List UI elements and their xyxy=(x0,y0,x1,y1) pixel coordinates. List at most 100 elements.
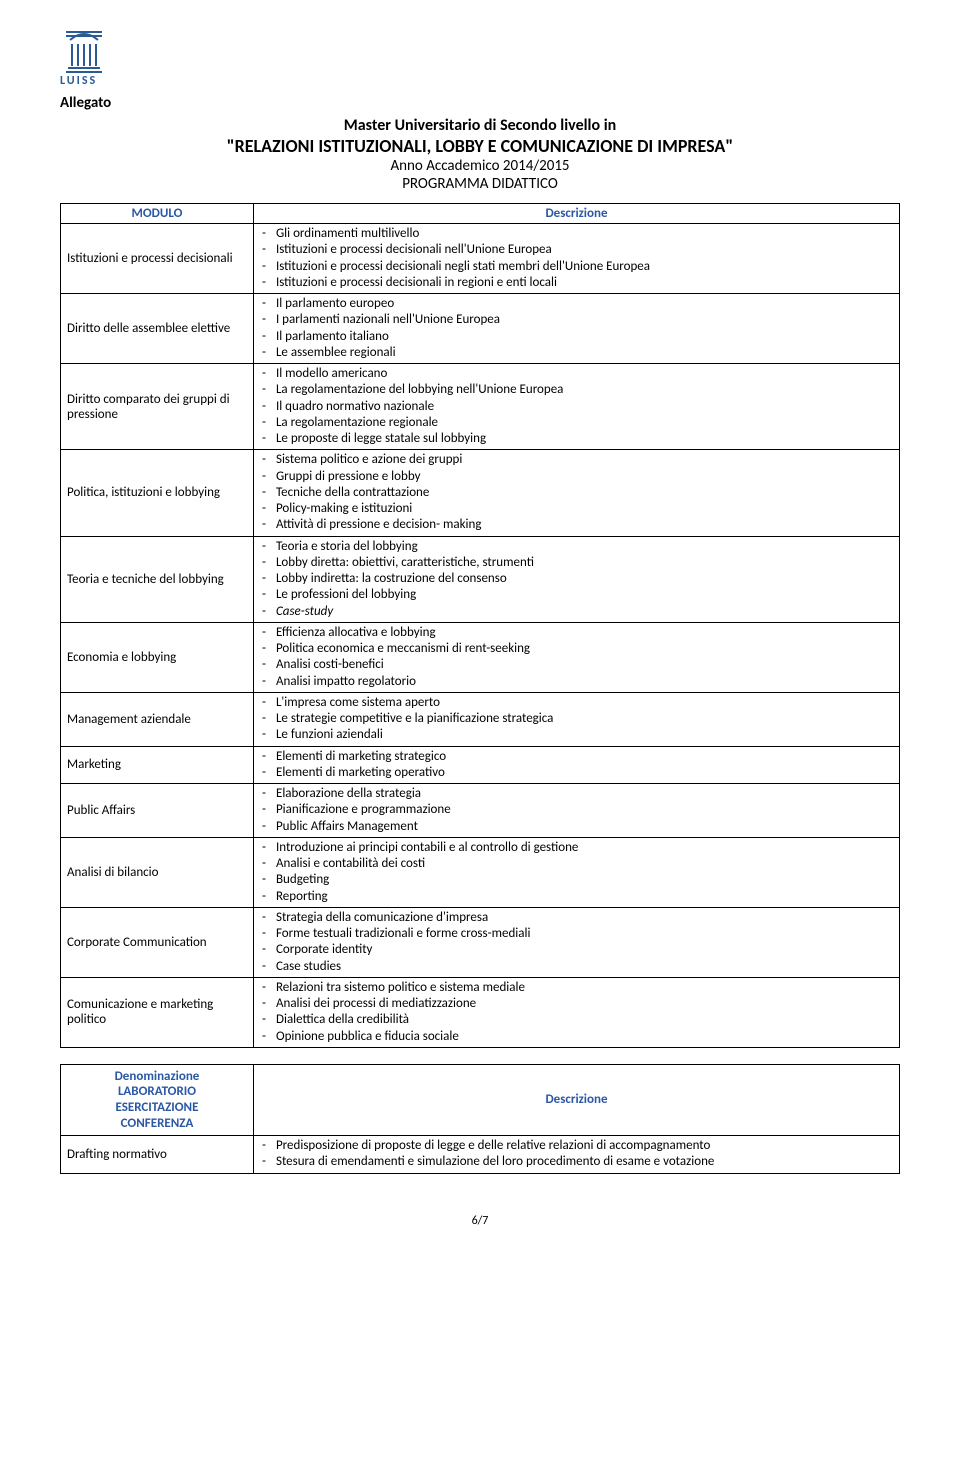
list-item-text: Predisposizione di proposte di legge e d… xyxy=(276,1138,710,1154)
dash-icon: - xyxy=(262,711,276,727)
list-item: -Il parlamento italiano xyxy=(262,329,893,345)
description-list: -Strategia della comunicazione d'impresa… xyxy=(260,910,893,975)
list-item: -Predisposizione di proposte di legge e … xyxy=(262,1138,893,1154)
col-lab: Denominazione LABORATORIO ESERCITAZIONE … xyxy=(61,1064,254,1135)
list-item-text: Policy-making e istituzioni xyxy=(276,501,412,517)
dash-icon: - xyxy=(262,1154,276,1170)
module-cell: Teoria e tecniche del lobbying xyxy=(61,536,254,622)
doc-title: Master Universitario di Secondo livello … xyxy=(60,116,900,193)
list-item: -Elaborazione della strategia xyxy=(262,786,893,802)
dash-icon: - xyxy=(262,329,276,345)
list-item-text: Gli ordinamenti multilivello xyxy=(276,226,419,242)
description-cell: -Strategia della comunicazione d'impresa… xyxy=(253,907,899,977)
list-item: -Le funzioni aziendali xyxy=(262,727,893,743)
list-item-text: Reporting xyxy=(276,889,328,905)
list-item-text: I parlamenti nazionali nell'Unione Europ… xyxy=(276,312,500,328)
list-item-text: Attività di pressione e decision- making xyxy=(276,517,482,533)
table-row: Diritto comparato dei gruppi di pression… xyxy=(61,364,900,450)
list-item-text: Strategia della comunicazione d'impresa xyxy=(276,910,488,926)
list-item: -Le professioni del lobbying xyxy=(262,587,893,603)
description-cell: -Teoria e storia del lobbying-Lobby dire… xyxy=(253,536,899,622)
table-row: Analisi di bilancio-Introduzione ai prin… xyxy=(61,837,900,907)
list-item-text: Analisi e contabilità dei costi xyxy=(276,856,425,872)
list-item: -Le assemblee regionali xyxy=(262,345,893,361)
list-item-text: Teoria e storia del lobbying xyxy=(276,539,418,555)
list-item: -Istituzioni e processi decisionali in r… xyxy=(262,275,893,291)
list-item: -Il parlamento europeo xyxy=(262,296,893,312)
list-item-text: Introduzione ai principi contabili e al … xyxy=(276,840,578,856)
list-item-text: La regolamentazione regionale xyxy=(276,415,438,431)
list-item: -Il quadro normativo nazionale xyxy=(262,399,893,415)
list-item-text: Opinione pubblica e fiducia sociale xyxy=(276,1029,459,1045)
list-item: -Stesura di emendamenti e simulazione de… xyxy=(262,1154,893,1170)
dash-icon: - xyxy=(262,674,276,690)
section-label: Allegato xyxy=(60,94,900,112)
list-item: -Elementi di marketing strategico xyxy=(262,749,893,765)
dash-icon: - xyxy=(262,604,276,620)
list-item: -Analisi impatto regolatorio xyxy=(262,674,893,690)
col-modulo: MODULO xyxy=(61,204,254,224)
table-row: Comunicazione e marketing politico-Relaz… xyxy=(61,977,900,1047)
dash-icon: - xyxy=(262,382,276,398)
dash-icon: - xyxy=(262,296,276,312)
dash-icon: - xyxy=(262,501,276,517)
dash-icon: - xyxy=(262,872,276,888)
table-header-row: Denominazione LABORATORIO ESERCITAZIONE … xyxy=(61,1064,900,1135)
title-line-4: PROGRAMMA DIDATTICO xyxy=(60,175,900,193)
list-item: -Public Affairs Management xyxy=(262,819,893,835)
document-page: LUISS Allegato Master Universitario di S… xyxy=(0,0,960,1258)
dash-icon: - xyxy=(262,452,276,468)
list-item-text: Il parlamento italiano xyxy=(276,329,389,345)
module-cell: Analisi di bilancio xyxy=(61,837,254,907)
description-cell: -Relazioni tra sistemo politico e sistem… xyxy=(253,977,899,1047)
lab-head-l4: CONFERENZA xyxy=(67,1116,247,1132)
list-item-text: Public Affairs Management xyxy=(276,819,418,835)
list-item: -Dialettica della credibilità xyxy=(262,1012,893,1028)
list-item: -Istituzioni e processi decisionali negl… xyxy=(262,259,893,275)
list-item-text: Elementi di marketing operativo xyxy=(276,765,445,781)
dash-icon: - xyxy=(262,399,276,415)
table-row: Istituzioni e processi decisionali-Gli o… xyxy=(61,224,900,294)
list-item: -Analisi dei processi di mediatizzazione xyxy=(262,996,893,1012)
list-item-text: Le assemblee regionali xyxy=(276,345,396,361)
module-cell: Diritto delle assemblee elettive xyxy=(61,294,254,364)
description-list: -Introduzione ai principi contabili e al… xyxy=(260,840,893,905)
description-cell: -Sistema politico e azione dei gruppi-Gr… xyxy=(253,450,899,536)
list-item-text: La regolamentazione del lobbying nell'Un… xyxy=(276,382,563,398)
list-item: -Policy-making e istituzioni xyxy=(262,501,893,517)
module-cell: Economia e lobbying xyxy=(61,622,254,692)
module-cell: Marketing xyxy=(61,746,254,784)
list-item-text: Analisi dei processi di mediatizzazione xyxy=(276,996,476,1012)
table-header-row: MODULO Descrizione xyxy=(61,204,900,224)
description-cell: -L'impresa come sistema aperto-Le strate… xyxy=(253,692,899,746)
module-cell: Public Affairs xyxy=(61,784,254,838)
dash-icon: - xyxy=(262,802,276,818)
list-item-text: Lobby indiretta: la costruzione del cons… xyxy=(276,571,507,587)
list-item: -Budgeting xyxy=(262,872,893,888)
logo-text: LUISS xyxy=(60,74,900,88)
dash-icon: - xyxy=(262,625,276,641)
dash-icon: - xyxy=(262,856,276,872)
list-item: -Opinione pubblica e fiducia sociale xyxy=(262,1029,893,1045)
module-cell: Politica, istituzioni e lobbying xyxy=(61,450,254,536)
dash-icon: - xyxy=(262,889,276,905)
dash-icon: - xyxy=(262,1138,276,1154)
list-item: -Gruppi di pressione e lobby xyxy=(262,469,893,485)
dash-icon: - xyxy=(262,910,276,926)
description-cell: -Introduzione ai principi contabili e al… xyxy=(253,837,899,907)
col-descrizione: Descrizione xyxy=(253,204,899,224)
list-item: -Tecniche della contrattazione xyxy=(262,485,893,501)
description-cell: -Elementi di marketing strategico-Elemen… xyxy=(253,746,899,784)
title-line-2: "RELAZIONI ISTITUZIONALI, LOBBY E COMUNI… xyxy=(60,135,900,157)
list-item: - Case-study xyxy=(262,604,893,620)
list-item: -Analisi costi-benefici xyxy=(262,657,893,673)
dash-icon: - xyxy=(262,431,276,447)
luiss-logo-icon xyxy=(60,30,108,74)
description-cell: -Predisposizione di proposte di legge e … xyxy=(253,1136,899,1174)
list-item-text: Gruppi di pressione e lobby xyxy=(276,469,421,485)
list-item-text: Relazioni tra sistemo politico e sistema… xyxy=(276,980,525,996)
description-list: -Efficienza allocativa e lobbying-Politi… xyxy=(260,625,893,690)
dash-icon: - xyxy=(262,657,276,673)
table-row: Economia e lobbying-Efficienza allocativ… xyxy=(61,622,900,692)
dash-icon: - xyxy=(262,312,276,328)
